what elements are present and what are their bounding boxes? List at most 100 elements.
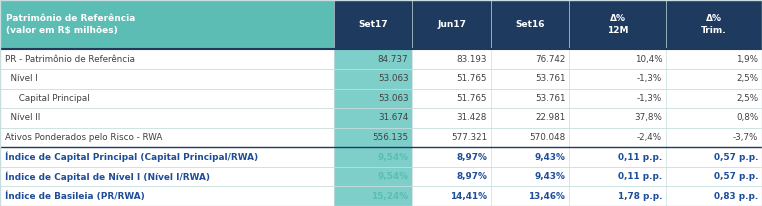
Text: Δ%
12M: Δ% 12M [607,14,629,35]
Bar [666,89,762,108]
Bar [569,186,666,206]
Bar [0,186,334,206]
Bar [666,0,762,49]
Bar [569,167,666,186]
Text: 0,83 p.p.: 0,83 p.p. [714,192,758,201]
Text: 0,57 p.p.: 0,57 p.p. [714,172,758,181]
Bar [569,69,666,89]
Bar [412,167,491,186]
Text: 53.063: 53.063 [378,94,408,103]
Text: 51.765: 51.765 [456,94,487,103]
Bar [491,89,569,108]
Text: 8,97%: 8,97% [456,153,487,162]
Bar [334,49,412,69]
Text: 2,5%: 2,5% [736,94,758,103]
Bar [491,108,569,128]
Text: 53.761: 53.761 [535,74,565,83]
Text: Jun17: Jun17 [437,20,466,29]
Text: 37,8%: 37,8% [634,114,662,122]
Text: 9,43%: 9,43% [534,153,565,162]
Bar [334,0,412,49]
Bar [412,49,491,69]
Bar [0,108,334,128]
Bar [491,128,569,147]
Text: Patrimônio de Referência
(valor em R$ milhões): Patrimônio de Referência (valor em R$ mi… [6,14,136,35]
Bar [491,147,569,167]
Text: 76.742: 76.742 [535,55,565,64]
Text: PR - Patrimônio de Referência: PR - Patrimônio de Referência [5,55,136,64]
Bar [334,186,412,206]
Bar [412,89,491,108]
Text: -3,7%: -3,7% [733,133,758,142]
Text: Índice de Capital de Nível I (Nível I/RWA): Índice de Capital de Nível I (Nível I/RW… [5,171,210,182]
Text: 0,11 p.p.: 0,11 p.p. [618,172,662,181]
Bar [0,49,334,69]
Bar [569,147,666,167]
Bar [666,167,762,186]
Text: 2,5%: 2,5% [736,74,758,83]
Bar [491,167,569,186]
Text: Δ%
Trim.: Δ% Trim. [701,14,727,35]
Bar [412,108,491,128]
Text: 13,46%: 13,46% [529,192,565,201]
Bar [491,49,569,69]
Text: 10,4%: 10,4% [635,55,662,64]
Text: 53.063: 53.063 [378,74,408,83]
Bar [666,49,762,69]
Bar [412,147,491,167]
Text: 8,97%: 8,97% [456,172,487,181]
Bar [412,69,491,89]
Text: Índice de Basileia (PR/RWA): Índice de Basileia (PR/RWA) [5,191,145,201]
Text: 9,54%: 9,54% [377,172,408,181]
Text: 1,9%: 1,9% [736,55,758,64]
Bar [0,0,334,49]
Text: -1,3%: -1,3% [637,94,662,103]
Text: 577.321: 577.321 [451,133,487,142]
Bar [0,147,334,167]
Text: 556.135: 556.135 [373,133,408,142]
Text: Capital Principal: Capital Principal [5,94,90,103]
Text: 31.428: 31.428 [456,114,487,122]
Bar [0,167,334,186]
Bar [334,89,412,108]
Text: 9,43%: 9,43% [534,172,565,181]
Text: 0,57 p.p.: 0,57 p.p. [714,153,758,162]
Bar [412,186,491,206]
Text: 84.737: 84.737 [378,55,408,64]
Text: 570.048: 570.048 [529,133,565,142]
Bar [666,186,762,206]
Text: Set16: Set16 [515,20,545,29]
Bar [569,0,666,49]
Bar [412,128,491,147]
Bar [666,108,762,128]
Text: 14,41%: 14,41% [450,192,487,201]
Bar [334,147,412,167]
Bar [569,89,666,108]
Bar [491,69,569,89]
Text: Nível II: Nível II [5,114,40,122]
Text: Nível I: Nível I [5,74,38,83]
Bar [491,186,569,206]
Bar [666,128,762,147]
Text: 1,78 p.p.: 1,78 p.p. [618,192,662,201]
Text: Set17: Set17 [358,20,388,29]
Text: -2,4%: -2,4% [637,133,662,142]
Text: 83.193: 83.193 [456,55,487,64]
Text: Índice de Capital Principal (Capital Principal/RWA): Índice de Capital Principal (Capital Pri… [5,152,258,162]
Text: 0,8%: 0,8% [736,114,758,122]
Text: 15,24%: 15,24% [371,192,408,201]
Text: 53.761: 53.761 [535,94,565,103]
Bar [334,108,412,128]
Text: -1,3%: -1,3% [637,74,662,83]
Bar [569,108,666,128]
Text: Ativos Ponderados pelo Risco - RWA: Ativos Ponderados pelo Risco - RWA [5,133,163,142]
Bar [666,69,762,89]
Bar [0,89,334,108]
Bar [0,128,334,147]
Bar [334,128,412,147]
Bar [569,49,666,69]
Bar [491,0,569,49]
Text: 0,11 p.p.: 0,11 p.p. [618,153,662,162]
Bar [334,69,412,89]
Text: 9,54%: 9,54% [377,153,408,162]
